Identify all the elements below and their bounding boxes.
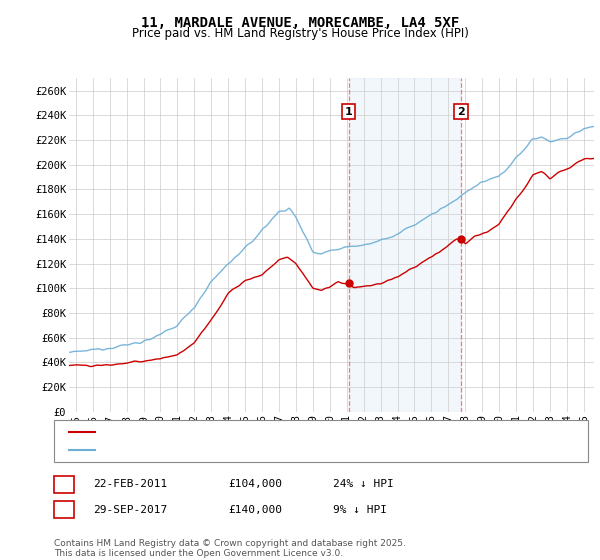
Text: Price paid vs. HM Land Registry's House Price Index (HPI): Price paid vs. HM Land Registry's House … [131,27,469,40]
Text: 1: 1 [345,107,353,116]
Text: 2: 2 [61,505,67,515]
Text: 2: 2 [457,107,465,116]
Text: 24% ↓ HPI: 24% ↓ HPI [333,479,394,489]
Text: 22-FEB-2011: 22-FEB-2011 [93,479,167,489]
Text: HPI: Average price, semi-detached house, Lancaster: HPI: Average price, semi-detached house,… [101,445,374,455]
Text: 29-SEP-2017: 29-SEP-2017 [93,505,167,515]
Text: 11, MARDALE AVENUE, MORECAMBE, LA4 5XF (semi-detached house): 11, MARDALE AVENUE, MORECAMBE, LA4 5XF (… [101,427,463,437]
Text: 9% ↓ HPI: 9% ↓ HPI [333,505,387,515]
Text: £104,000: £104,000 [228,479,282,489]
Text: 11, MARDALE AVENUE, MORECAMBE, LA4 5XF: 11, MARDALE AVENUE, MORECAMBE, LA4 5XF [141,16,459,30]
Text: 1: 1 [61,479,67,489]
Bar [349,78,461,412]
Text: Contains HM Land Registry data © Crown copyright and database right 2025.
This d: Contains HM Land Registry data © Crown c… [54,539,406,558]
Text: £140,000: £140,000 [228,505,282,515]
